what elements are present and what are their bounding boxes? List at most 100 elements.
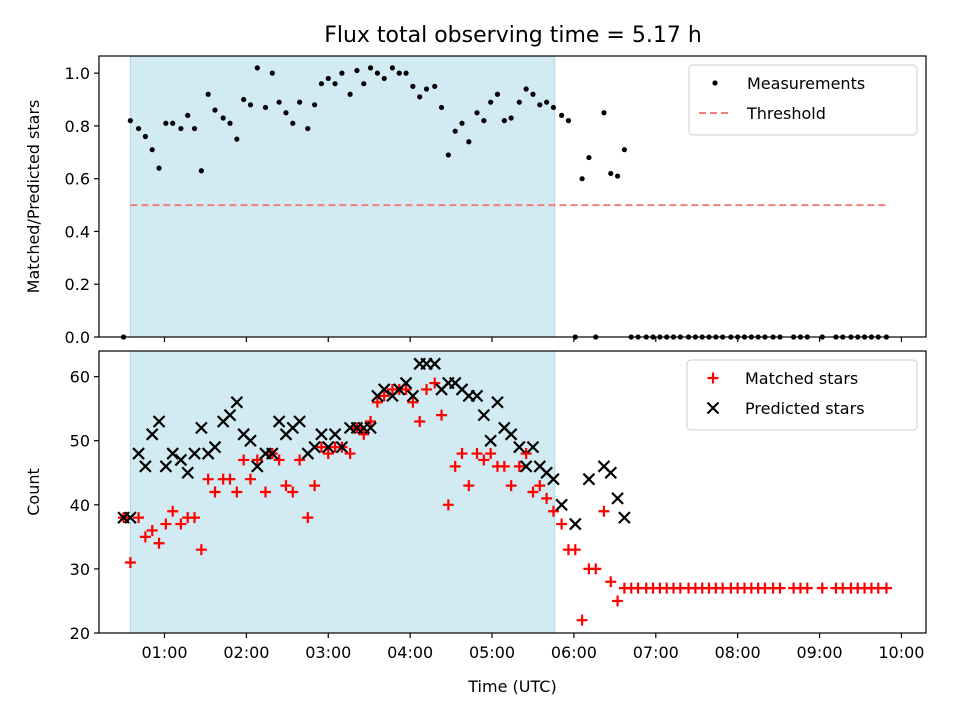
data-point	[287, 486, 299, 498]
data-point	[526, 440, 540, 454]
data-point	[396, 70, 402, 76]
data-point	[220, 115, 226, 121]
data-point	[328, 428, 342, 441]
y-tick-label: 0.4	[65, 222, 90, 241]
data-point	[365, 416, 377, 427]
data-point	[568, 517, 582, 531]
series-predicted-stars	[117, 357, 631, 531]
data-point	[432, 83, 438, 89]
x-tick-label: 01:00	[141, 643, 187, 662]
data-point	[816, 582, 828, 594]
data-point	[135, 125, 142, 132]
data-point	[142, 133, 148, 140]
data-point	[139, 531, 151, 543]
data-point	[530, 91, 536, 97]
y-axis-label: Matched/Predicted stars	[24, 100, 43, 294]
data-point	[555, 498, 568, 512]
ratio-panel: 0.0 0.2 0.4 0.6 0.8 1.0 Matched/Predicted star…	[24, 55, 927, 347]
data-point	[238, 454, 250, 466]
data-point	[283, 110, 289, 116]
axes-frame	[98, 350, 927, 634]
data-point	[297, 99, 303, 105]
data-point	[547, 472, 560, 486]
data-point	[579, 176, 585, 182]
data-point	[586, 154, 592, 161]
y-tick-label: 30	[70, 560, 90, 579]
data-point	[436, 409, 448, 421]
data-point	[259, 486, 271, 498]
data-point	[230, 395, 244, 409]
data-point	[294, 454, 306, 466]
legend-label: Measurements	[747, 74, 865, 93]
data-point	[312, 102, 318, 108]
data-point	[198, 168, 204, 174]
data-point	[618, 511, 631, 524]
data-point	[205, 91, 211, 97]
data-point	[208, 440, 222, 454]
data-point	[880, 582, 892, 594]
data-point	[309, 480, 321, 492]
data-point	[124, 557, 136, 568]
data-point	[322, 448, 334, 460]
data-point	[513, 440, 526, 454]
data-point	[132, 447, 145, 460]
data-point	[269, 70, 275, 76]
count-panel: 20 30 40 50 60 01:00 02:00 03:00 04:00 05:00 06:00…	[24, 350, 927, 696]
series-matched-stars	[118, 377, 892, 626]
data-point	[174, 453, 188, 467]
data-point	[308, 440, 321, 454]
data-point	[611, 492, 624, 505]
data-point	[188, 447, 201, 460]
data-point	[241, 96, 247, 103]
data-point	[550, 104, 557, 111]
data-point	[612, 595, 624, 607]
data-point	[556, 518, 568, 530]
data-point	[185, 112, 191, 118]
data-point	[195, 421, 208, 435]
data-point	[280, 480, 292, 492]
data-point	[488, 99, 494, 105]
data-point	[321, 440, 335, 454]
x-tick-label: 08:00	[715, 643, 761, 662]
data-point	[389, 65, 396, 71]
data-point	[621, 147, 628, 153]
data-point	[202, 473, 214, 485]
figure-title: Flux total observing time = 5.17 h	[324, 23, 702, 48]
y-tick-label: 60	[70, 368, 90, 387]
data-point	[605, 576, 617, 588]
data-point	[429, 377, 441, 389]
data-point	[344, 448, 356, 460]
data-point	[209, 486, 221, 498]
data-point	[456, 448, 468, 460]
data-point	[484, 434, 497, 448]
data-point	[523, 86, 529, 92]
data-point	[449, 460, 461, 472]
data-point	[485, 448, 497, 460]
data-point	[498, 460, 510, 472]
data-point	[400, 383, 412, 395]
y-tick-label: 0.6	[65, 170, 90, 189]
data-point	[377, 383, 391, 396]
data-point	[477, 408, 491, 422]
data-point	[244, 434, 257, 448]
data-point	[614, 173, 621, 179]
data-point	[407, 396, 419, 408]
observing-window-shade	[129, 350, 556, 634]
legend: Measurements Threshold	[688, 64, 918, 136]
data-point	[272, 415, 286, 428]
legend-swatch	[706, 401, 720, 415]
data-point	[166, 447, 179, 460]
data-point	[223, 408, 237, 422]
data-point	[262, 104, 269, 111]
data-point	[381, 75, 387, 82]
legend-swatch	[712, 80, 718, 86]
data-point	[358, 428, 370, 440]
data-point	[290, 120, 296, 126]
data-point	[266, 447, 279, 460]
data-point	[133, 512, 145, 524]
data-point	[504, 428, 518, 441]
legend-swatch	[707, 372, 719, 384]
data-point	[315, 441, 327, 453]
data-point	[576, 614, 588, 626]
data-point	[474, 110, 480, 116]
